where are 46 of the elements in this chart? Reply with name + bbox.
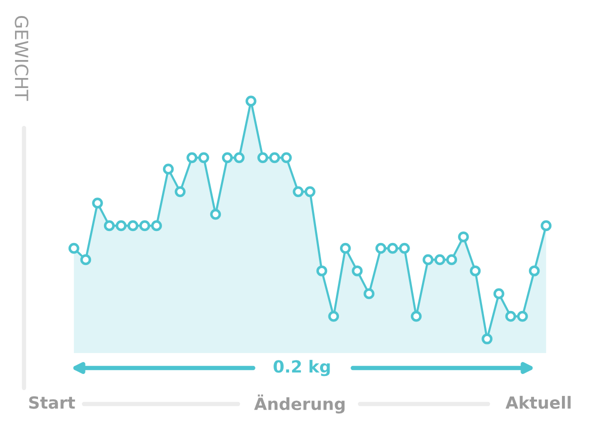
text: 0.2 kg (274, 360, 330, 376)
point (316, 265, 328, 276)
point (540, 220, 552, 232)
point (304, 186, 316, 198)
point (340, 242, 351, 254)
point (162, 164, 174, 175)
point (257, 152, 268, 164)
point (410, 310, 422, 322)
point (234, 152, 245, 164)
text: Aktuell (506, 396, 571, 409)
point (505, 310, 516, 322)
point (493, 288, 504, 300)
point (352, 265, 363, 276)
point (104, 220, 115, 232)
point (186, 152, 198, 164)
point (458, 231, 469, 242)
point (174, 186, 186, 198)
point (528, 265, 540, 276)
point (375, 242, 386, 254)
point (482, 333, 492, 344)
point (151, 220, 162, 232)
y-axis-title: GEWICHT (14, 16, 28, 101)
point (128, 220, 138, 232)
point (139, 220, 150, 232)
point (399, 242, 410, 254)
point (292, 186, 304, 198)
point (517, 310, 528, 322)
point (246, 96, 256, 106)
point (446, 254, 458, 266)
point (222, 152, 233, 164)
point (198, 152, 210, 164)
point (280, 152, 292, 164)
point (387, 242, 398, 254)
point (269, 152, 280, 164)
point (210, 208, 221, 220)
point (68, 242, 80, 254)
point (80, 254, 92, 266)
point (92, 198, 103, 209)
point (422, 254, 434, 266)
point (364, 288, 374, 300)
point (470, 265, 481, 276)
text: Start (29, 396, 76, 409)
point (434, 254, 446, 266)
point (328, 310, 340, 322)
point (116, 220, 127, 232)
x-axis-title: Änderung (254, 394, 345, 414)
